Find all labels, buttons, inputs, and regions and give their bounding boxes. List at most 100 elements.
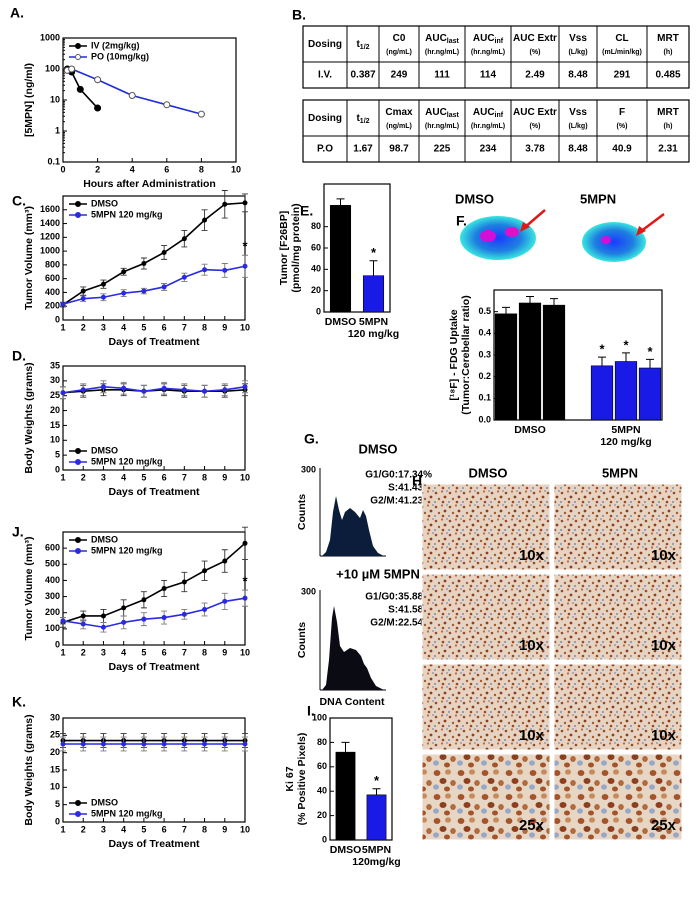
y-tick-label: 25: [50, 390, 60, 400]
panel-letter: E.: [300, 203, 313, 219]
marker: [242, 741, 248, 747]
y-tick-label: 60: [311, 242, 321, 252]
x-tick-label: 8: [202, 472, 207, 482]
x-tick-label: 9: [222, 472, 227, 482]
header-sub: 1/2: [360, 118, 370, 125]
legend-label: DMSO: [91, 534, 118, 544]
series-line: [62, 202, 246, 306]
x-tick-label: 2: [81, 824, 86, 834]
y-tick-label: 0.1: [47, 156, 60, 166]
cyto-title: +10 µM 5MPN: [336, 566, 420, 581]
x-tick-label: 6: [162, 322, 167, 332]
marker: [181, 579, 187, 585]
bar: [494, 313, 518, 421]
y-tick-label: 300: [45, 591, 60, 601]
y-axis-label: Tumor Volume (mm³): [23, 536, 35, 640]
marker: [80, 288, 86, 294]
marker: [80, 741, 86, 747]
header-text: Vss: [569, 107, 587, 118]
table-cell: 1.67: [353, 144, 373, 155]
x-tick-label: 6: [162, 824, 167, 834]
marker: [197, 110, 205, 118]
legend-marker: [75, 448, 81, 454]
header-unit: (h): [664, 49, 673, 56]
legend-label: 5MPN 120 mg/kg: [91, 456, 163, 466]
header-text: Vss: [569, 33, 587, 44]
y-axis-label: Body Weights (grams): [23, 714, 35, 825]
panel-letter: B.: [292, 7, 306, 23]
cyto-ytick: 300: [301, 586, 316, 596]
marker: [80, 613, 86, 619]
ihc-image: [421, 483, 551, 571]
annotation: *: [374, 773, 380, 788]
pet-images: DMSO 5MPN: [450, 188, 666, 272]
x-tick-label: 4: [121, 322, 126, 332]
x-tick-label: 10: [240, 472, 250, 482]
header-unit: (h): [664, 123, 673, 130]
table-header: AUClast: [425, 33, 459, 45]
plot-frame: [62, 365, 246, 471]
y-tick-label: 40: [317, 786, 327, 796]
table-header: Vss: [569, 107, 587, 118]
marker: [222, 558, 228, 564]
marker: [76, 85, 84, 93]
marker: [121, 269, 127, 275]
table-header: AUC Extr: [513, 107, 557, 118]
header-sub: inf: [495, 112, 504, 119]
legend-marker: [75, 800, 81, 806]
y-tick-label: 25: [50, 730, 60, 740]
header-unit: (hr.ng/mL): [471, 123, 505, 130]
table-cell: 98.7: [389, 144, 409, 155]
series-line: [62, 385, 246, 394]
marker: [80, 621, 86, 627]
table-header: AUC Extr: [513, 33, 557, 44]
header-unit: (ng/mL): [386, 123, 412, 130]
y-tick-label: 10: [50, 94, 60, 104]
marker: [94, 104, 102, 112]
x-tick-label: 3: [101, 647, 106, 657]
x-tick-label: 6: [162, 472, 167, 482]
x-tick-label: 8: [202, 322, 207, 332]
magnification: 10x: [651, 727, 677, 744]
marker: [80, 387, 86, 393]
y-tick-label: 0.4: [478, 328, 491, 338]
pk-tables: DosingI.V.t1/20.387C0(ng/mL)249AUClast(h…: [302, 25, 690, 163]
x-tick-label: 8: [199, 164, 204, 174]
bar: [366, 794, 387, 841]
panel-letter: A.: [10, 5, 24, 21]
pet-label: 5MPN: [580, 191, 616, 206]
table-header: Dosing: [308, 39, 342, 50]
x-tick-label: 9: [222, 322, 227, 332]
y-tick-label: 20: [50, 405, 60, 415]
marker: [121, 619, 127, 625]
y-tick-label: 1: [55, 125, 60, 135]
x-tick-label: 9: [222, 647, 227, 657]
table-cell: 0.485: [655, 70, 680, 81]
y-tick-label: 200: [45, 301, 60, 311]
y-tick-label: 0.1: [478, 393, 491, 403]
y-tick-label: 100: [45, 63, 60, 73]
legend-label: DMSO: [91, 445, 118, 455]
header-text: CL: [615, 33, 628, 44]
legend-marker: [75, 548, 81, 554]
x-axis-label: Hours after Administration: [83, 178, 216, 190]
header-text: AUC: [473, 33, 495, 44]
x-tick-label: 3: [101, 472, 106, 482]
cyto-stat: G1/G0:35.88%: [365, 592, 432, 603]
marker: [100, 281, 106, 287]
bar: [335, 751, 356, 841]
y-tick-label: 10: [50, 782, 60, 792]
x-tick-label: 3: [101, 824, 106, 834]
header-text: Dosing: [308, 39, 342, 50]
ihc-column: DMSO: [469, 465, 508, 480]
panel-letter: F.: [456, 213, 467, 229]
pet-signal: [460, 216, 536, 260]
annotation: *: [599, 342, 605, 357]
x-tick-label: 120 mg/kg: [348, 328, 399, 340]
x-tick-label: 7: [182, 322, 187, 332]
marker: [141, 261, 147, 267]
y-tick-label: 100: [312, 712, 327, 722]
marker: [161, 284, 167, 290]
error-bar: [369, 260, 378, 276]
